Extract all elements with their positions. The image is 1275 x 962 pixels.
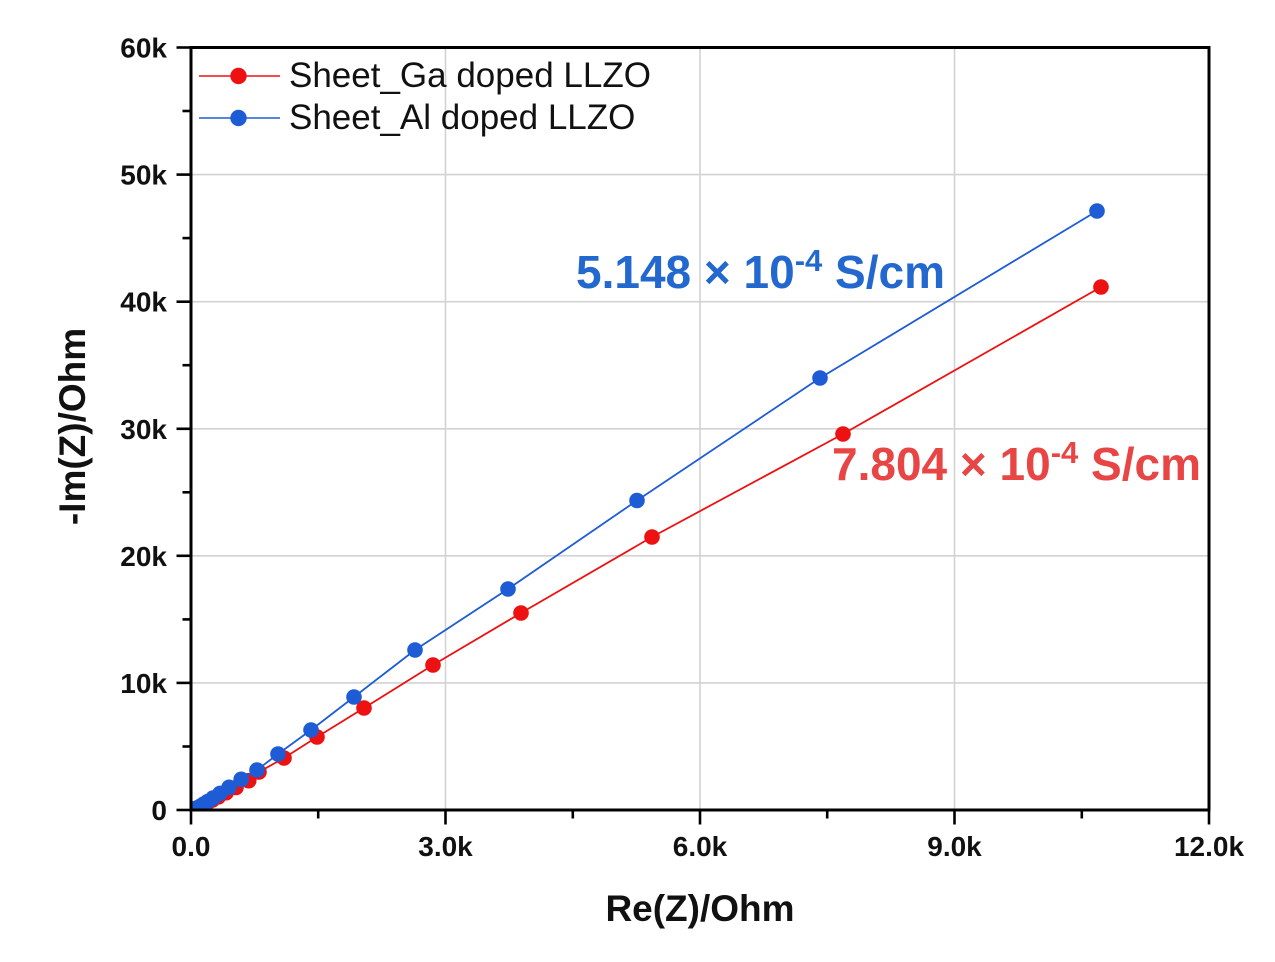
svg-text:0.0: 0.0 (172, 831, 211, 862)
svg-text:5.148 × 10-4 S/cm: 5.148 × 10-4 S/cm (576, 243, 945, 298)
svg-text:20k: 20k (120, 541, 167, 572)
svg-text:40k: 40k (120, 287, 167, 318)
svg-text:50k: 50k (120, 160, 167, 191)
svg-text:9.0k: 9.0k (927, 831, 982, 862)
svg-text:60k: 60k (120, 33, 167, 64)
svg-text:6.0k: 6.0k (673, 831, 728, 862)
svg-text:30k: 30k (120, 414, 167, 445)
svg-text:7.804 × 10-4 S/cm: 7.804 × 10-4 S/cm (832, 435, 1201, 490)
svg-text:3.0k: 3.0k (418, 831, 473, 862)
svg-text:-Im(Z)/Ohm: -Im(Z)/Ohm (52, 328, 93, 525)
svg-text:Re(Z)/Ohm: Re(Z)/Ohm (605, 888, 794, 929)
svg-text:12.0k: 12.0k (1174, 831, 1244, 862)
svg-text:Sheet_Ga doped LLZO: Sheet_Ga doped LLZO (289, 56, 651, 95)
svg-text:10k: 10k (120, 668, 167, 699)
svg-text:0: 0 (151, 795, 167, 826)
svg-text:Sheet_Al doped LLZO: Sheet_Al doped LLZO (289, 98, 635, 137)
